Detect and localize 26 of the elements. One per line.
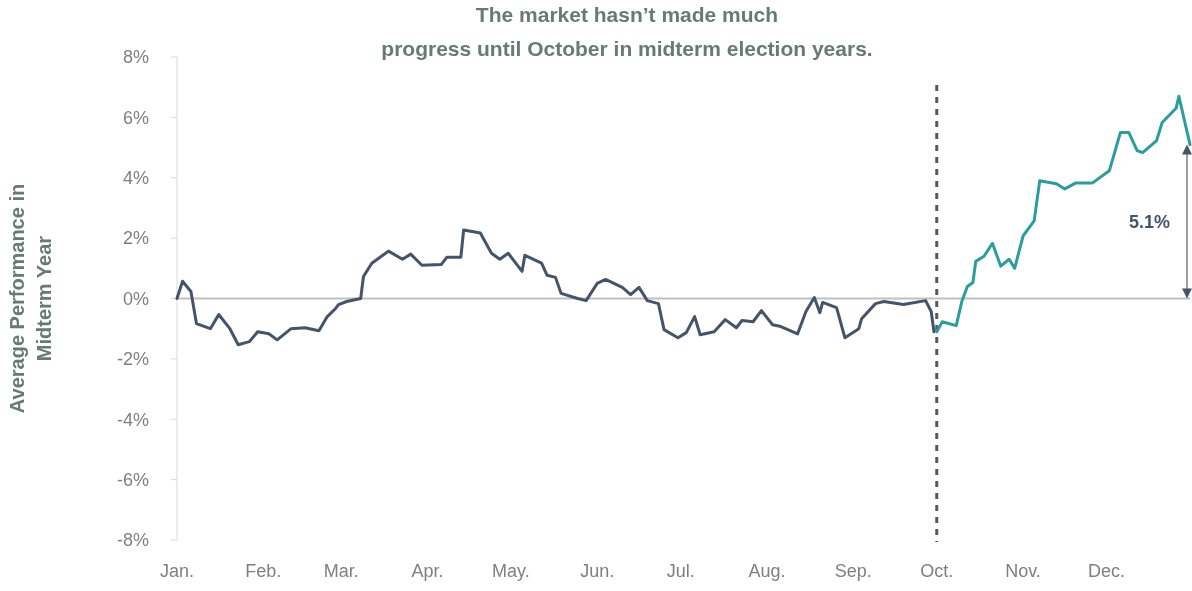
x-tick-label: Apr. — [411, 561, 444, 581]
y-tick-label: 6% — [122, 107, 149, 128]
x-tick-label: Oct. — [920, 561, 954, 581]
y-tick-label: -8% — [116, 530, 149, 551]
x-tick-label: Jun. — [580, 561, 615, 581]
x-tick-label: Feb. — [245, 561, 282, 581]
y-axis-title: Average Performance in Midterm Year — [6, 183, 55, 414]
y-tick-label: 8% — [122, 47, 149, 68]
x-tick-label: Jul. — [666, 561, 695, 581]
chart-title: The market hasn’t made much progress until October in midterm election years. — [381, 3, 873, 60]
y-tick-label: -4% — [116, 409, 149, 430]
x-tick-label: Sep. — [834, 561, 872, 581]
x-tick-label: May. — [492, 561, 530, 581]
y-tick-label: 0% — [122, 288, 149, 309]
x-tick-label: Aug. — [748, 561, 786, 581]
x-tick-label: Jan. — [159, 561, 195, 581]
y-tick-label: 4% — [122, 168, 149, 189]
x-tick-label: Nov. — [1005, 561, 1041, 581]
line-series — [175, 228, 936, 347]
y-tick-label: 2% — [122, 228, 149, 249]
annotation: 5.1% — [1128, 211, 1170, 232]
x-tick-label: Dec. — [1088, 561, 1126, 581]
y-tick-label: -2% — [116, 349, 149, 370]
line-series — [935, 94, 1192, 334]
x-tick-label: Mar. — [323, 561, 359, 581]
y-tick-label: -6% — [116, 469, 149, 490]
